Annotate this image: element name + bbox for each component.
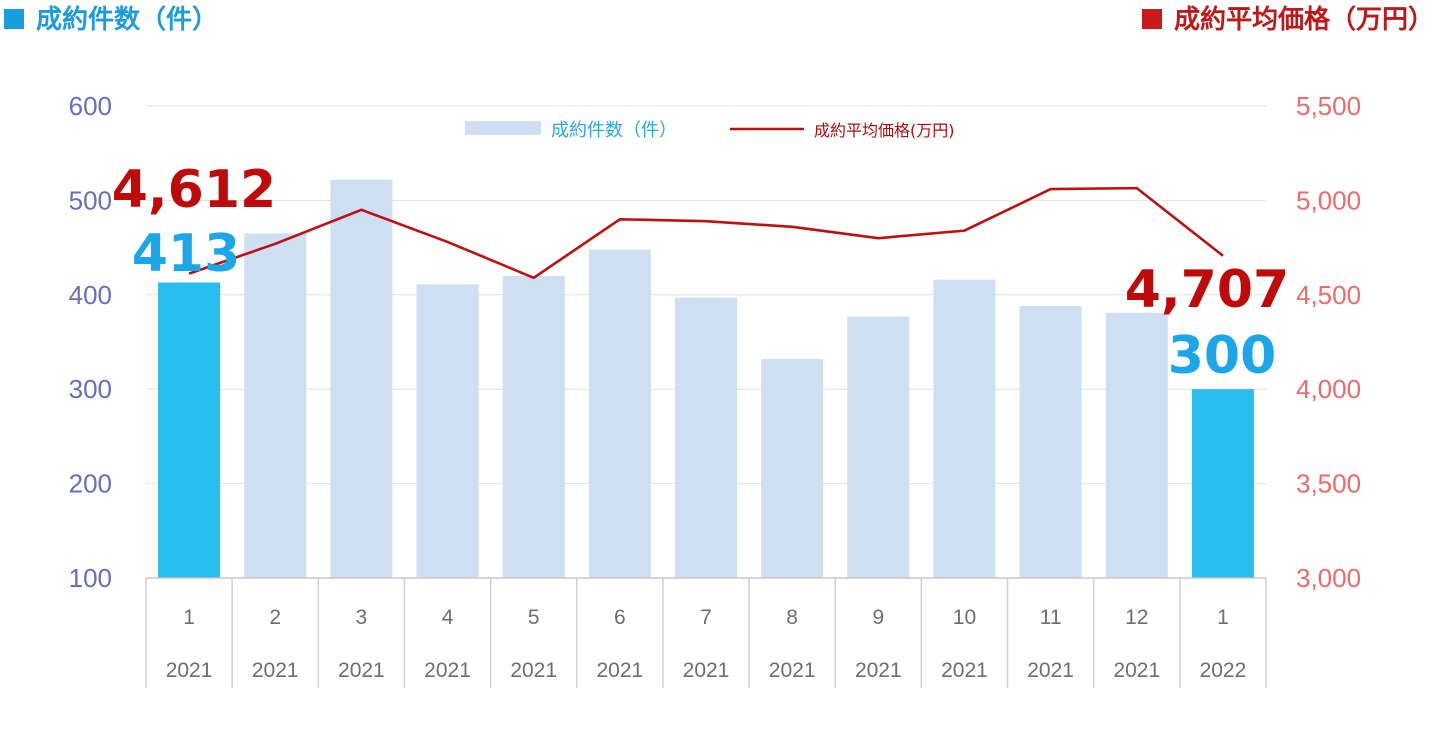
right-axis-tick: 5,500	[1296, 91, 1361, 121]
x-tick-month: 5	[528, 606, 540, 629]
left-axis-tick: 600	[69, 91, 112, 121]
x-tick-year: 2021	[166, 659, 213, 682]
x-tick-month: 7	[700, 606, 712, 629]
bar	[1019, 306, 1082, 578]
x-tick-year: 2021	[941, 659, 988, 682]
bar	[502, 275, 565, 578]
legend-bar-label: 成約件数（件）	[551, 120, 677, 141]
bar	[1105, 312, 1168, 578]
price-data-label: 4,612	[112, 160, 276, 220]
left-axis-tick: 100	[69, 563, 112, 593]
count-data-label: 300	[1168, 326, 1277, 386]
x-tick-year: 2021	[424, 659, 471, 682]
bar	[933, 279, 996, 578]
right-axis-tick: 4,500	[1296, 280, 1361, 310]
left-axis-title: 成約件数（件）	[36, 5, 219, 35]
left-axis-tick: 500	[69, 185, 112, 215]
bar	[416, 284, 479, 578]
x-tick-year: 2022	[1200, 659, 1247, 682]
x-tick-year: 2021	[510, 659, 557, 682]
x-tick-year: 2021	[683, 659, 730, 682]
right-axis-tick: 5,000	[1296, 185, 1361, 215]
bar	[761, 358, 824, 578]
x-tick-month: 2	[269, 606, 281, 629]
left-axis-tick: 200	[69, 469, 112, 499]
left-axis-tick: 300	[69, 374, 112, 404]
bar	[675, 297, 737, 578]
x-tick-year: 2021	[1113, 659, 1160, 682]
bar	[847, 316, 910, 578]
left-axis-tick: 400	[69, 280, 112, 310]
x-tick-month: 3	[356, 606, 368, 629]
price-data-label: 4,707	[1125, 260, 1289, 320]
x-tick-month: 8	[786, 606, 798, 629]
legend-line-label: 成約平均価格(万円)	[814, 121, 955, 140]
right-axis-tick: 3,500	[1296, 469, 1361, 499]
x-tick-year: 2021	[1027, 659, 1074, 682]
bar	[244, 233, 307, 578]
x-tick-month: 10	[953, 606, 976, 629]
x-tick-month: 1	[1217, 606, 1229, 629]
right-axis-tick: 3,000	[1296, 563, 1361, 593]
count-data-label: 413	[132, 224, 241, 284]
bar	[158, 282, 221, 578]
x-tick-month: 11	[1040, 606, 1062, 629]
x-tick-year: 2021	[596, 659, 643, 682]
x-tick-year: 2021	[769, 659, 816, 682]
left-axis-header: 成約件数（件）	[4, 0, 218, 40]
x-tick-month: 6	[614, 606, 626, 629]
x-tick-month: 12	[1125, 606, 1148, 629]
bar	[588, 249, 651, 578]
right-axis-tick: 4,000	[1296, 374, 1361, 404]
x-tick-month: 4	[442, 606, 454, 629]
x-tick-month: 9	[872, 606, 884, 629]
bar	[1191, 389, 1254, 578]
square-icon	[1141, 9, 1162, 29]
x-tick-year: 2021	[855, 659, 902, 682]
x-tick-year: 2021	[338, 659, 385, 682]
right-axis-header: 成約平均価格（万円）	[1141, 0, 1434, 40]
x-tick-year: 2021	[252, 659, 299, 682]
bar	[330, 179, 393, 578]
price-line	[188, 186, 1224, 280]
right-axis-title: 成約平均価格（万円）	[1173, 5, 1434, 35]
square-icon	[4, 9, 24, 29]
legend-bar-swatch	[465, 121, 541, 135]
x-tick-month: 1	[183, 606, 195, 629]
